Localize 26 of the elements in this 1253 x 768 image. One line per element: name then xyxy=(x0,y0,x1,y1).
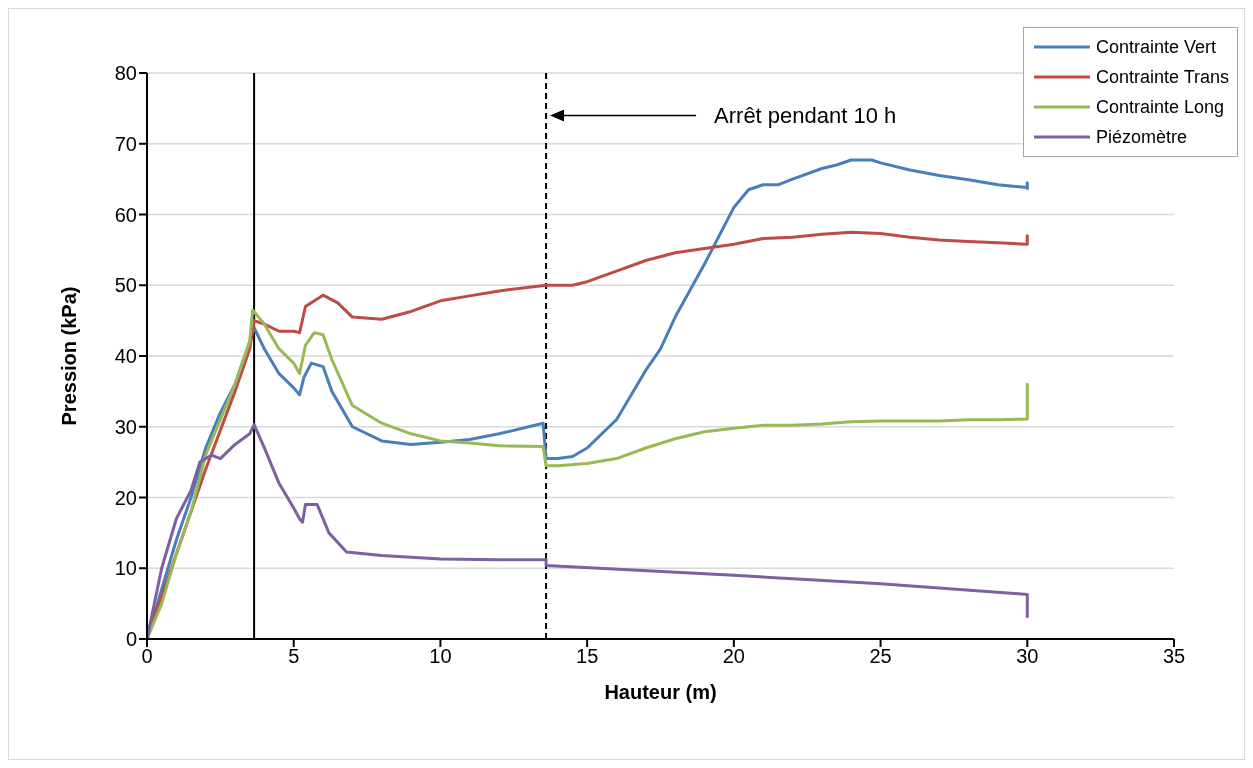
annotation: Arrêt pendant 10 h xyxy=(714,103,897,129)
x-tick-label: 15 xyxy=(576,645,599,668)
y-tick-label: 30 xyxy=(114,415,137,438)
line-series xyxy=(147,423,1029,639)
x-tick-label: 35 xyxy=(1162,645,1186,668)
y-tick-label: 10 xyxy=(114,557,137,580)
line-series xyxy=(147,308,1029,639)
y-tick-label: 20 xyxy=(114,486,137,509)
x-tick-label: 25 xyxy=(869,645,892,668)
x-axis-title: Hauteur (m) xyxy=(604,681,717,703)
y-tick-label: 50 xyxy=(114,274,137,297)
x-tick-label: 5 xyxy=(288,645,300,668)
y-tick-label: 70 xyxy=(114,132,137,155)
x-tick-label: 30 xyxy=(1016,645,1039,668)
legend-label: Contrainte Vert xyxy=(1095,36,1216,58)
x-tick-label: 20 xyxy=(722,645,745,668)
legend-label: Contrainte Long xyxy=(1095,96,1225,118)
y-tick-label: 60 xyxy=(114,203,137,226)
x-tick-label: 10 xyxy=(429,645,452,668)
y-axis-title: Pression (kPa) xyxy=(58,286,81,426)
y-tick-label: 40 xyxy=(114,345,137,368)
y-tick-label: 0 xyxy=(125,628,137,651)
legend-label: Contrainte Trans xyxy=(1095,66,1229,88)
legend-label: Piézomètre xyxy=(1095,126,1187,148)
y-tick-label: 80 xyxy=(114,62,137,85)
x-tick-label: 0 xyxy=(141,645,153,668)
